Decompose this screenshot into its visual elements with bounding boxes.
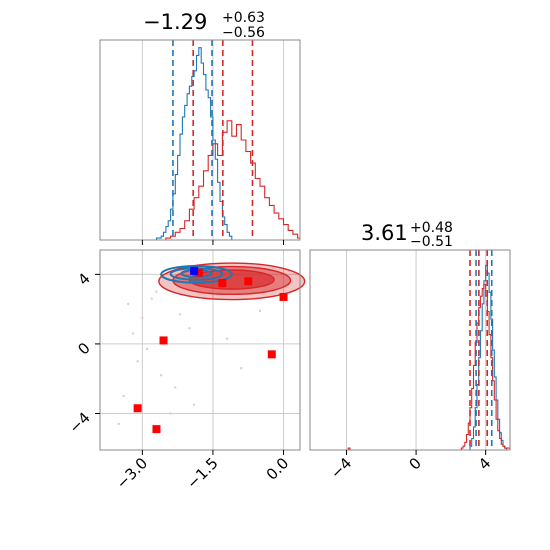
title-param1-lower: −0.56: [222, 25, 265, 41]
hist-blue-series: [100, 47, 300, 241]
sample-point: [150, 297, 153, 300]
tick-label-x: 0.0: [263, 454, 293, 484]
tick-label-x: −3.0: [113, 454, 151, 492]
sample-point: [145, 347, 149, 351]
sample-point: [169, 412, 172, 415]
marker-red: [152, 425, 161, 434]
sample-point: [225, 337, 229, 340]
sample-point: [141, 316, 144, 320]
scatter-panel: −3.0 −1.5 0.0 −4 0 4: [65, 249, 306, 493]
sample-point: [178, 313, 182, 316]
marker-red: [159, 336, 168, 345]
sample-point: [258, 309, 262, 313]
contour-blue: [160, 265, 233, 284]
sample-point: [117, 422, 121, 426]
histogram-panel-param2: −4 0 4 3.61 +0.48 −0.51: [309, 220, 511, 482]
title-param1-upper: +0.63: [222, 10, 265, 26]
sample-point: [174, 386, 177, 389]
tick-label-y: 4: [74, 269, 93, 288]
marker-red: [244, 277, 253, 286]
marker-red: [279, 292, 288, 301]
sample-point: [188, 327, 191, 330]
tick-label-y: 0: [74, 339, 93, 358]
marker-red: [133, 404, 142, 413]
sample-point: [192, 403, 196, 406]
title-param2-upper: +0.48: [410, 220, 453, 236]
tick-label-x: 4: [475, 454, 494, 473]
sample-point: [127, 302, 130, 306]
title-param1-value: −1.29: [143, 10, 207, 34]
marker-blue: [190, 266, 199, 275]
hist-red-series: [310, 284, 511, 451]
tick-label-x: −1.5: [183, 454, 221, 492]
scatter-frame: [99, 249, 301, 451]
tick-label-x: −4: [327, 454, 355, 482]
sample-point: [136, 360, 139, 363]
title-param2-value: 3.61: [361, 221, 408, 245]
tick-label-y: −4: [65, 409, 93, 437]
histogram-frame-param2: [309, 249, 511, 451]
sample-point: [239, 367, 243, 370]
marker-red: [218, 279, 227, 288]
histogram-panel-param1: −1.29 +0.63 −0.56: [99, 10, 301, 245]
sample-point: [155, 290, 158, 293]
histogram-frame-param1: [99, 39, 301, 241]
tick-label-x: 0: [405, 454, 424, 473]
marker-red: [267, 350, 276, 359]
sample-point: [122, 394, 125, 398]
title-param2-lower: −0.51: [410, 234, 453, 250]
sample-point: [159, 374, 163, 377]
marker-red: [194, 268, 203, 277]
hist-red-series: [100, 120, 300, 241]
sample-point: [131, 332, 135, 335]
